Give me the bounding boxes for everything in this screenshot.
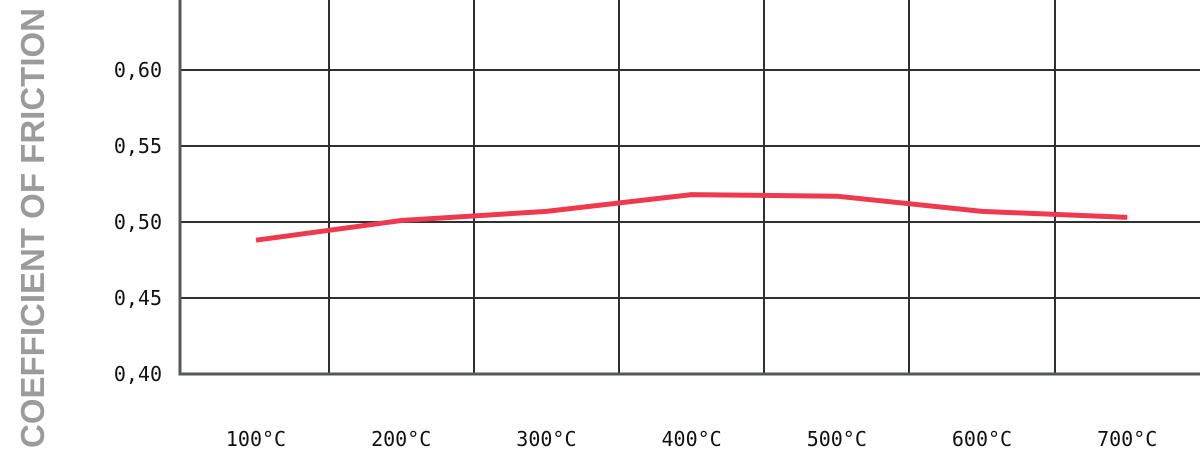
- x-tick-label: 300°C: [516, 427, 576, 451]
- x-tick-label: 500°C: [807, 427, 867, 451]
- x-tick-label: 700°C: [1097, 427, 1157, 451]
- y-tick-label: 0,55: [114, 134, 162, 158]
- y-axis-label: COEFFICIENT OF FRICTION: [14, 8, 51, 448]
- series-line: [255, 192, 1128, 243]
- y-tick-label: 0,50: [114, 210, 162, 234]
- x-tick-label: 600°C: [952, 427, 1012, 451]
- x-tick-label: 200°C: [371, 427, 431, 451]
- y-tick-label: 0,40: [114, 362, 162, 386]
- x-tick-label: 400°C: [661, 427, 721, 451]
- x-tick-label: 100°C: [226, 427, 286, 451]
- y-tick-label: 0,45: [114, 286, 162, 310]
- y-tick-label: 0,60: [114, 58, 162, 82]
